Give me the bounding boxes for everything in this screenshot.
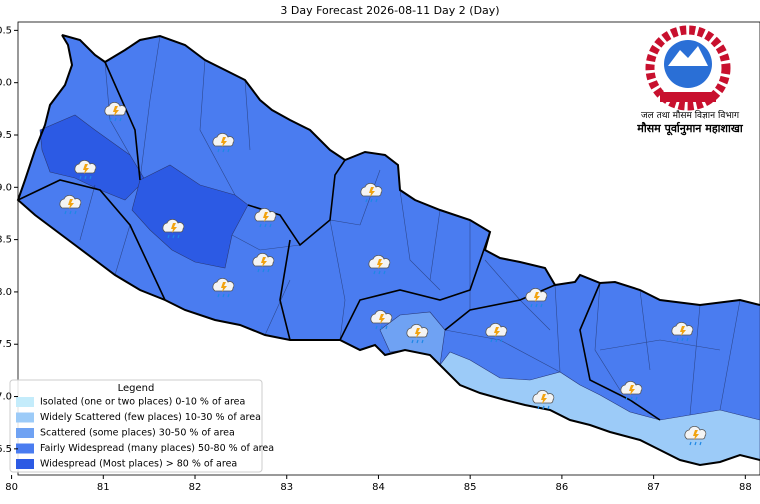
logo-mountains: [668, 46, 708, 66]
legend: Legend Isolated (one or two places) 0-10…: [9, 379, 274, 473]
legend-label: Isolated (one or two places) 0-10 % of a…: [40, 397, 245, 408]
x-tick-label: 88: [739, 482, 752, 493]
legend-label: Fairly Widespread (many places) 50-80 % …: [40, 443, 274, 454]
legend-label: Widespread (Most places) > 80 % of area: [40, 459, 237, 470]
title: 3 Day Forecast 2026-08-11 Day 2 (Day): [280, 4, 499, 17]
y-tick-label: 30.5: [0, 25, 12, 36]
legend-label: Widely Scattered (few places) 10-30 % of…: [40, 412, 261, 423]
legend-title: Legend: [118, 383, 155, 394]
border: [61, 34, 760, 307]
y-tick-label: 29.0: [0, 182, 12, 193]
x-tick-label: 85: [464, 482, 477, 493]
logo-line1: जल तथा मौसम विज्ञान विभाग: [641, 109, 740, 121]
logo-ribbon: [660, 92, 716, 102]
logo-line2: मौसम पूर्वानुमान महाशाखा: [636, 121, 744, 136]
logo-wreath: [645, 25, 731, 111]
nepal-map: [16, 34, 760, 467]
legend-swatch: [16, 459, 34, 469]
x-tick-label: 84: [372, 482, 385, 493]
legend-box: [9, 379, 263, 473]
legend-swatch: [16, 443, 34, 454]
x-tick-label: 86: [556, 482, 569, 493]
x-tick-label: 87: [647, 482, 660, 493]
y-tick-label: 30.0: [0, 78, 12, 89]
province-lines: [17, 61, 661, 421]
x-tick-label: 80: [5, 482, 18, 493]
legend-swatch: [16, 412, 34, 423]
legend-swatch: [16, 397, 34, 407]
y-tick-label: 28.0: [0, 287, 12, 298]
x-tick-label: 82: [189, 482, 202, 493]
y-tick-label: 27.5: [0, 339, 12, 350]
legend-label: Scattered (some places) 30-50 % of area: [40, 428, 235, 439]
legend-swatch: [16, 428, 34, 438]
y-tick-label: 29.5: [0, 130, 12, 141]
border: [16, 34, 760, 467]
frame: [17, 21, 760, 476]
x-tick-label: 83: [280, 482, 293, 493]
y-tick-label: 26.5: [0, 444, 12, 455]
axes: 80 81 82 83 84 85 86 87 88 26.5 27.0 27.5 28.0 28.5 29…: [0, 25, 752, 493]
region: [39, 114, 146, 201]
x-tick-label: 81: [97, 482, 110, 493]
region: [131, 164, 249, 269]
logo: जल तथा मौसम विज्ञान विभाग मौसम पूर्वानुम…: [636, 25, 744, 136]
y-tick-label: 28.5: [0, 235, 12, 246]
y-tick-label: 27.0: [0, 392, 12, 403]
